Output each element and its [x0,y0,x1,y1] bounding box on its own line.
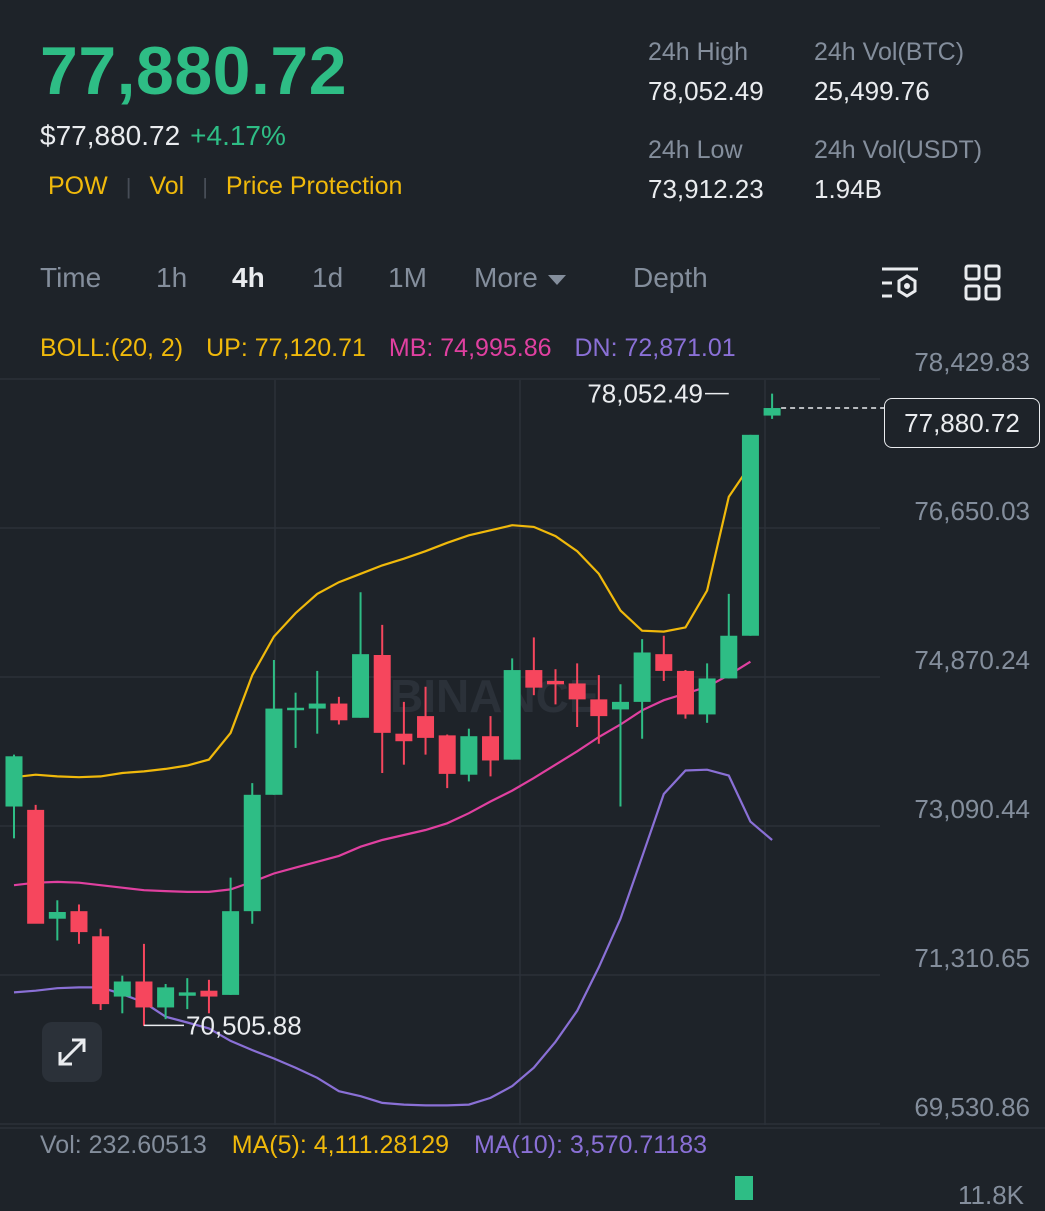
volume-ma5: MA(5): 4,111.28129 [231,1131,450,1159]
candle-body [460,736,478,775]
candle-body [135,981,153,1008]
boll-up: UP: 77,120.71 [206,334,366,362]
candle-body [92,936,110,1005]
y-tick-label: 74,870.24 [914,645,1030,675]
grid-layout-icon[interactable] [964,264,1002,302]
candle-body [655,654,673,671]
candle-body [200,990,218,997]
boll-mb-line [13,660,751,893]
boll-dn: DN: 72,871.01 [574,334,736,362]
tag-price-protection[interactable]: Price Protection [225,172,403,200]
y-tick-label: 73,090.44 [914,794,1030,824]
boll-params: BOLL:(20, 2) [40,334,184,362]
tag-separator: | [202,174,208,199]
volume-legend: Vol: 232.60513 MA(5): 4,111.28129 MA(10)… [40,1131,707,1160]
tab-1h[interactable]: 1h [156,262,188,293]
chart-grid [0,378,1045,1129]
last-price: 77,880.72 [40,33,348,109]
candle-body [157,987,175,1008]
candle-body [525,670,543,688]
candle-body [352,654,370,718]
tab-1m[interactable]: 1M [388,262,427,293]
candle-body [438,735,456,774]
candle-body [48,912,66,919]
candle-body [330,703,348,721]
stat-low-label: 24h Low [648,136,743,164]
candle-body [547,680,564,685]
candle-body [741,434,759,636]
y-tick-label: 69,530.86 [914,1092,1030,1122]
tab-4h[interactable]: 4h [232,262,265,293]
tab-more[interactable]: More [474,262,566,294]
stat-vol-btc-value: 25,499.76 [814,76,930,106]
candle-body [70,911,88,933]
stat-high-value: 78,052.49 [648,76,764,106]
chart-settings-icon[interactable] [880,264,922,302]
candle-body [222,911,240,995]
candle-body [243,794,261,912]
tag-separator: | [125,174,132,199]
candle-body [482,736,500,761]
candles [5,393,781,1026]
low-marker-label: 70,505.88 [186,1010,302,1040]
volume-bar [735,1176,753,1200]
bollinger-bands [13,464,773,1107]
candle-body [568,683,586,700]
high-marker-label: 78,052.49 [587,379,703,409]
candle-body [417,716,435,738]
candle-body [698,678,716,715]
stat-low-value: 73,912.23 [648,174,764,204]
stat-vol-usdt-value: 1.94B [814,174,882,204]
interval-tabs: Time 1h 4h 1d 1M More Depth [0,262,1045,304]
volume-axis-label: 11.8K [958,1180,1025,1210]
tab-depth[interactable]: Depth [633,262,708,293]
boll-mb: MB: 74,995.86 [388,334,552,362]
boll-legend: BOLL:(20, 2) UP: 77,120.71 MB: 74,995.86… [40,334,736,363]
tab-time[interactable]: Time [40,262,102,293]
boll-dn-line [13,768,773,1107]
expand-icon [58,1038,86,1066]
candle-body [178,992,196,996]
candle-body [287,707,305,711]
candle-body [590,699,608,717]
extreme-markers: 78,052.49 70,505.88 [143,379,884,1040]
candle-body [763,408,781,416]
caret-down-icon [547,274,566,285]
stat-vol-btc-label: 24h Vol(BTC) [814,38,965,66]
volume-ma10: MA(10): 3,570.71183 [474,1131,708,1159]
candle-body [265,708,283,795]
current-price-tag[interactable]: 77,880.72 [884,398,1040,448]
y-tick-label: 78,429.83 [914,347,1030,377]
candle-body [5,756,23,807]
change-percent: +4.17% [190,120,286,151]
candle-body [633,652,651,702]
candle-body [373,654,391,733]
candle-body [308,703,326,709]
boll-up-line [13,464,752,779]
expand-chart-button[interactable] [42,1022,102,1082]
candle-body [395,733,413,742]
tag-vol[interactable]: Vol [149,172,185,200]
volume-value: Vol: 232.60513 [40,1131,207,1159]
tab-more-label: More [474,262,538,293]
tag-pow[interactable]: POW [48,172,108,200]
stat-vol-usdt-label: 24h Vol(USDT) [814,136,983,164]
candle-body [720,635,738,679]
y-tick-label: 76,650.03 [914,496,1030,526]
candle-body [113,981,131,997]
y-tick-label: 71,310.65 [914,943,1030,973]
candle-body [503,670,521,760]
candle-body [676,670,694,715]
stat-high-label: 24h High [648,38,749,66]
candle-body [27,809,45,924]
candle-body [611,701,629,710]
binance-watermark: BINANCE [390,670,600,722]
usd-price: $77,880.72 [40,120,181,151]
price-axis: 78,429.83 76,650.03 74,870.24 73,090.44 71,3… [914,347,1030,1122]
tag-row: POW | Vol | Price Protection [48,172,402,201]
tab-1d[interactable]: 1d [312,262,344,293]
candlestick-chart[interactable]: BINANCE 78,052.49 70,505.88 78,429.83 76,6… [0,320,1045,1200]
usd-price-line: $77,880.72 +4.17% [40,120,286,152]
